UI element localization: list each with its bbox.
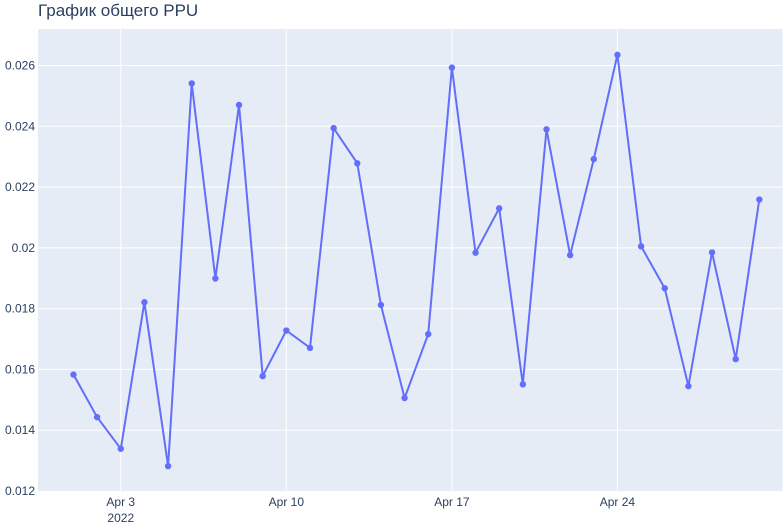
data-point <box>708 249 716 256</box>
x-tick-sublabel: 2022 <box>107 511 134 525</box>
y-tick-label: 0.022 <box>5 180 35 194</box>
data-point <box>93 413 101 421</box>
data-point <box>188 80 195 87</box>
x-tick-label: Apr 3 <box>106 495 135 509</box>
series-line <box>72 54 761 467</box>
y-tick-labels: 0.012 0.014 0.016 0.018 0.02 0.022 0.024 0.026 <box>5 58 35 498</box>
y-tick-label: 0.014 <box>5 423 35 437</box>
x-tick-labels: Apr 3 2022 Apr 10 Apr 17 Apr 24 <box>106 495 635 525</box>
y-tick-label: 0.026 <box>5 58 35 72</box>
data-point <box>377 301 385 309</box>
y-tick-label: 0.018 <box>5 302 35 316</box>
data-point <box>566 251 574 259</box>
data-points <box>70 51 763 470</box>
data-point <box>590 155 597 163</box>
data-point <box>519 381 527 388</box>
data-point <box>495 205 503 212</box>
data-point <box>425 330 432 338</box>
data-point <box>756 196 763 203</box>
y-gridlines <box>38 64 783 431</box>
x-tick-label: Apr 10 <box>269 495 305 509</box>
y-tick-label: 0.012 <box>5 484 35 498</box>
data-point <box>283 327 290 334</box>
data-point <box>472 249 479 256</box>
data-point <box>164 462 172 470</box>
plot-background <box>38 29 783 491</box>
data-point <box>637 243 645 250</box>
data-point <box>732 355 739 363</box>
chart-title: График общего PPU <box>38 1 199 20</box>
x-gridlines <box>120 29 783 491</box>
data-point <box>306 344 314 352</box>
data-point <box>401 394 408 402</box>
data-point <box>448 64 456 71</box>
y-tick-label: 0.024 <box>5 119 35 133</box>
x-tick-label: Apr 24 <box>600 495 636 509</box>
data-point <box>235 101 243 109</box>
y-tick-label: 0.02 <box>12 241 36 255</box>
y-tick-label: 0.016 <box>5 362 35 376</box>
data-point <box>70 371 77 378</box>
data-point <box>117 445 124 452</box>
data-point <box>212 275 219 282</box>
data-point <box>685 382 692 390</box>
data-point <box>354 160 361 167</box>
data-point <box>543 126 550 133</box>
x-tick-label: Apr 17 <box>434 495 470 509</box>
data-point <box>614 51 621 59</box>
data-point <box>259 372 266 380</box>
data-point <box>330 124 337 132</box>
data-point <box>141 299 148 306</box>
data-point <box>661 285 668 292</box>
